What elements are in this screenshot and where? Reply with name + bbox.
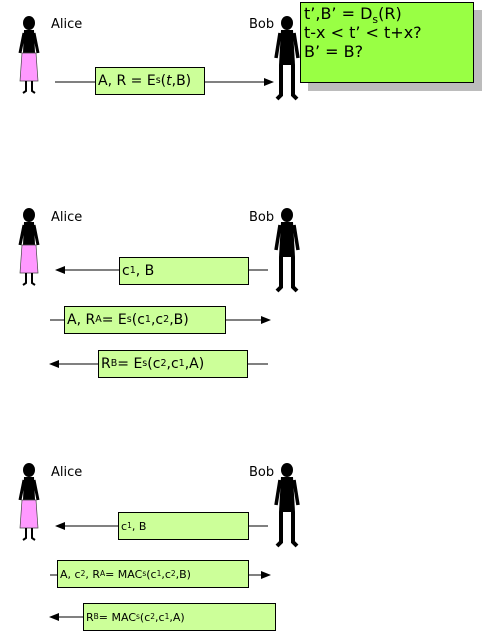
bob-label: Bob: [249, 17, 275, 32]
alice-label: Alice: [51, 17, 83, 32]
check-line: t’,B’ = Ds(R): [304, 4, 402, 26]
bob-figure: [274, 14, 300, 101]
alice-figure: [18, 206, 40, 287]
alice-figure: [18, 14, 40, 95]
bob-label: Bob: [249, 210, 275, 225]
bob-label: Bob: [249, 465, 275, 480]
bob-check-note: t’,B’ = Ds(R) t-x < t’ < t+x? B’ = B?: [300, 2, 474, 83]
check-line: B’ = B?: [304, 41, 364, 61]
alice-figure: [18, 461, 40, 542]
alice-label: Alice: [51, 210, 83, 225]
check-line: t-x < t’ < t+x?: [304, 22, 422, 42]
alice-label: Alice: [51, 465, 83, 480]
bob-figure: [274, 206, 300, 293]
bob-figure: [274, 461, 300, 548]
